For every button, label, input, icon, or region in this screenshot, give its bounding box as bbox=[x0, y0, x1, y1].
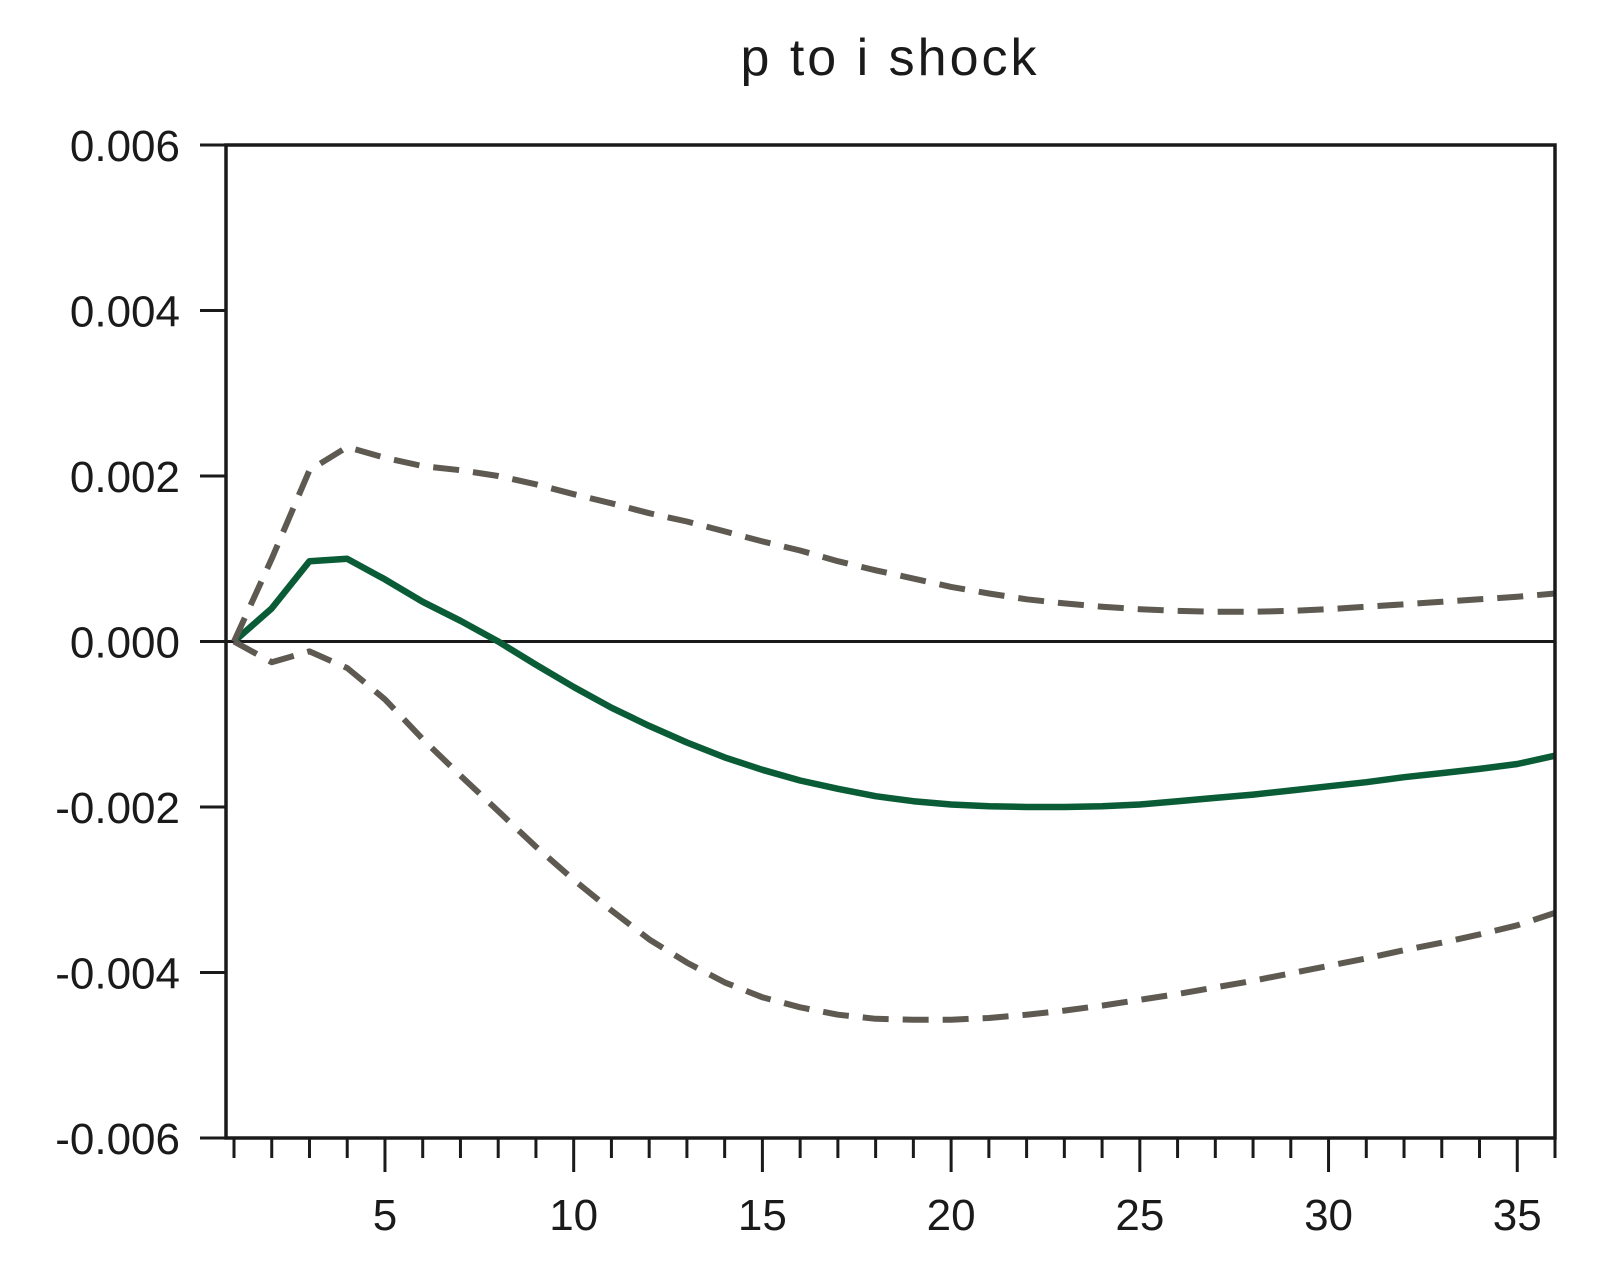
series-upper-bound bbox=[231, 444, 1556, 643]
y-tick-label: -0.004 bbox=[55, 950, 180, 999]
x-tick-label: 30 bbox=[1304, 1191, 1353, 1240]
x-tick-label: 35 bbox=[1493, 1191, 1542, 1240]
series-lower-bound bbox=[232, 638, 1556, 1023]
y-tick-label: -0.006 bbox=[55, 1115, 180, 1164]
x-tick-label: 10 bbox=[549, 1191, 598, 1240]
x-tick-label: 15 bbox=[738, 1191, 787, 1240]
y-axis: 0.006 0.004 0.002 0.000 -0.002 -0.004 -0.006 bbox=[55, 122, 226, 1164]
x-tick-label: 5 bbox=[373, 1191, 397, 1240]
y-tick-label: 0.002 bbox=[70, 453, 180, 502]
x-axis: 5 10 15 20 25 30 35 bbox=[232, 1138, 1557, 1240]
y-tick-label: 0.000 bbox=[70, 619, 180, 668]
chart-title: p to i shock bbox=[740, 29, 1039, 87]
series-layer bbox=[231, 444, 1556, 1023]
series-response bbox=[231, 555, 1556, 811]
x-tick-label: 25 bbox=[1115, 1191, 1164, 1240]
y-tick-label: 0.004 bbox=[70, 288, 180, 337]
y-tick-label: 0.006 bbox=[70, 122, 180, 171]
x-tick-label: 20 bbox=[927, 1191, 976, 1240]
y-tick-label: -0.002 bbox=[55, 784, 180, 833]
